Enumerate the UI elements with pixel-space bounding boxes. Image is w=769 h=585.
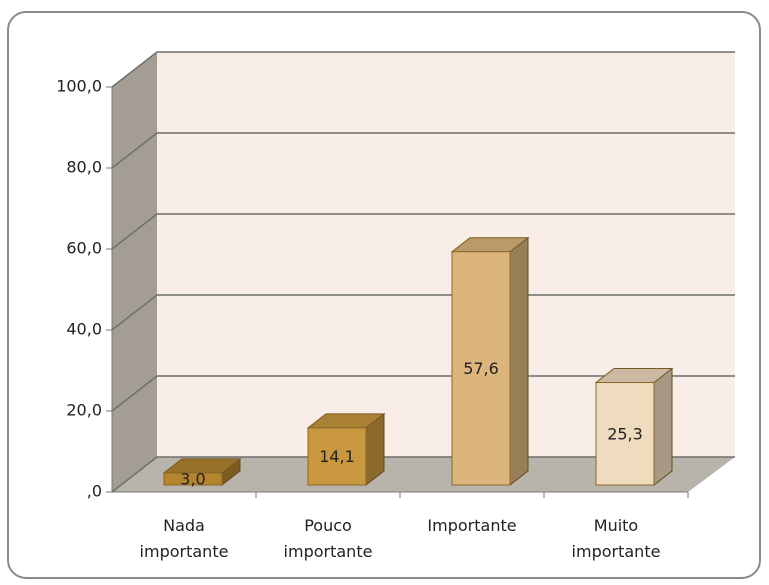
side-wall — [112, 52, 157, 492]
y-tick-label: 40,0 — [66, 320, 102, 339]
back-wall — [157, 52, 735, 457]
value-label: 25,3 — [607, 424, 643, 443]
value-label: 57,6 — [463, 359, 499, 378]
y-tick-label: 60,0 — [66, 239, 102, 258]
x-tick-label: Importante — [427, 516, 516, 535]
bar-side — [653, 367, 673, 487]
y-tick-label: 80,0 — [66, 158, 102, 177]
grid-line — [111, 375, 735, 412]
y-tick-label: 100,0 — [56, 77, 102, 96]
bar — [162, 457, 242, 487]
x-tick-label: Muito importante — [572, 516, 661, 561]
bar-side — [509, 236, 529, 487]
bar — [450, 236, 530, 487]
bar — [594, 367, 674, 487]
x-tick-label: Pouco importante — [284, 516, 373, 561]
grid-line — [111, 213, 735, 250]
y-tick-label: ,0 — [87, 482, 102, 501]
value-label: 14,1 — [319, 447, 355, 466]
grid-line — [111, 456, 735, 493]
bar-front — [307, 427, 367, 486]
floor — [112, 457, 735, 492]
x-tick-label: Nada importante — [140, 516, 229, 561]
grid-line — [111, 51, 735, 88]
bar-front — [595, 382, 655, 486]
grid-line — [111, 132, 735, 169]
y-tick-label: 20,0 — [66, 401, 102, 420]
bar-front — [451, 251, 511, 486]
bar-front — [163, 472, 223, 486]
value-label: 3,0 — [180, 469, 205, 488]
bar — [306, 412, 386, 487]
grid-line — [111, 294, 735, 331]
